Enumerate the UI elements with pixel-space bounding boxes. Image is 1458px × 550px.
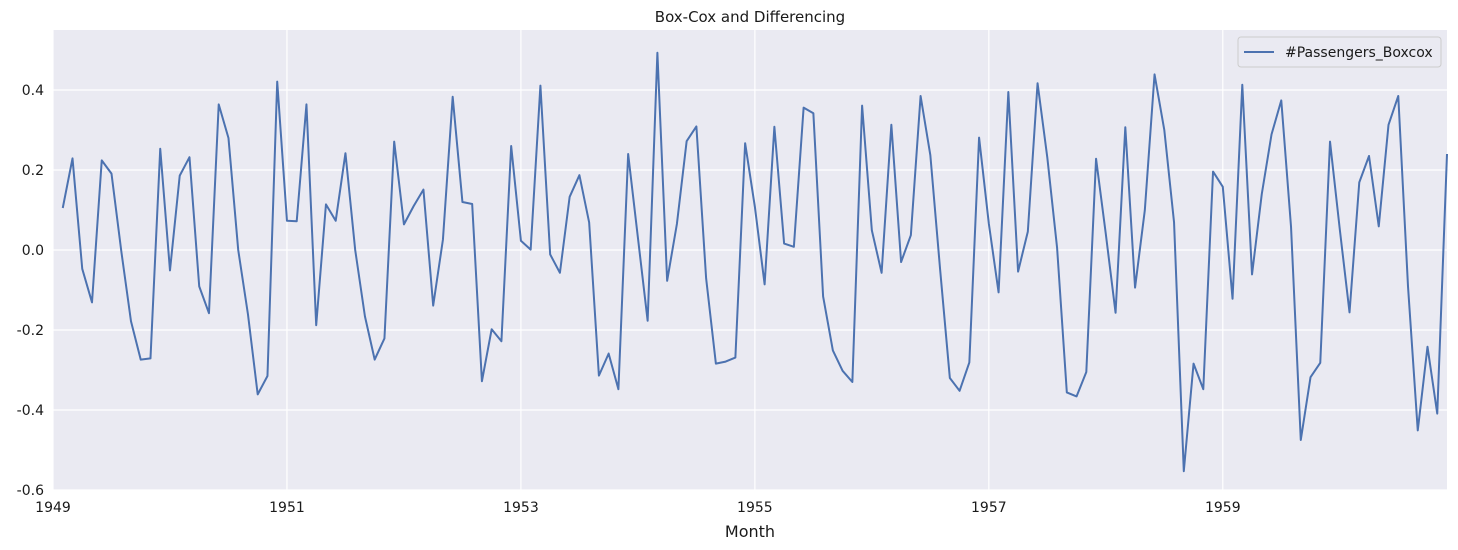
y-tick-label: -0.4 — [17, 403, 44, 419]
x-axis-ticks: 1949 1951 1953 1955 1957 1959 — [35, 500, 1240, 516]
series-group — [61, 51, 1448, 473]
legend-label: #Passengers_Boxcox — [1285, 45, 1433, 61]
x-tick-label: 1959 — [1205, 500, 1241, 516]
x-axis-label: Month — [725, 522, 775, 541]
x-tick-label: 1951 — [269, 500, 305, 516]
y-tick-label: 0.0 — [22, 243, 44, 259]
x-tick-label: 1955 — [737, 500, 773, 516]
y-tick-label: -0.6 — [17, 483, 44, 499]
y-tick-label: 0.4 — [22, 83, 44, 99]
y-tick-label: 0.2 — [22, 163, 44, 179]
x-tick-label: 1953 — [503, 500, 539, 516]
chart-title: Box-Cox and Differencing — [655, 8, 845, 26]
x-tick-label: 1957 — [971, 500, 1007, 516]
y-tick-label: -0.2 — [17, 323, 44, 339]
y-axis-ticks: -0.6 -0.4 -0.2 0.0 0.2 0.4 — [17, 83, 44, 499]
x-tick-label: 1949 — [35, 500, 71, 516]
plot-area — [53, 30, 1447, 490]
legend-box — [1237, 36, 1442, 68]
legend: #Passengers_Boxcox — [1237, 36, 1442, 68]
series-line — [61, 51, 1448, 473]
